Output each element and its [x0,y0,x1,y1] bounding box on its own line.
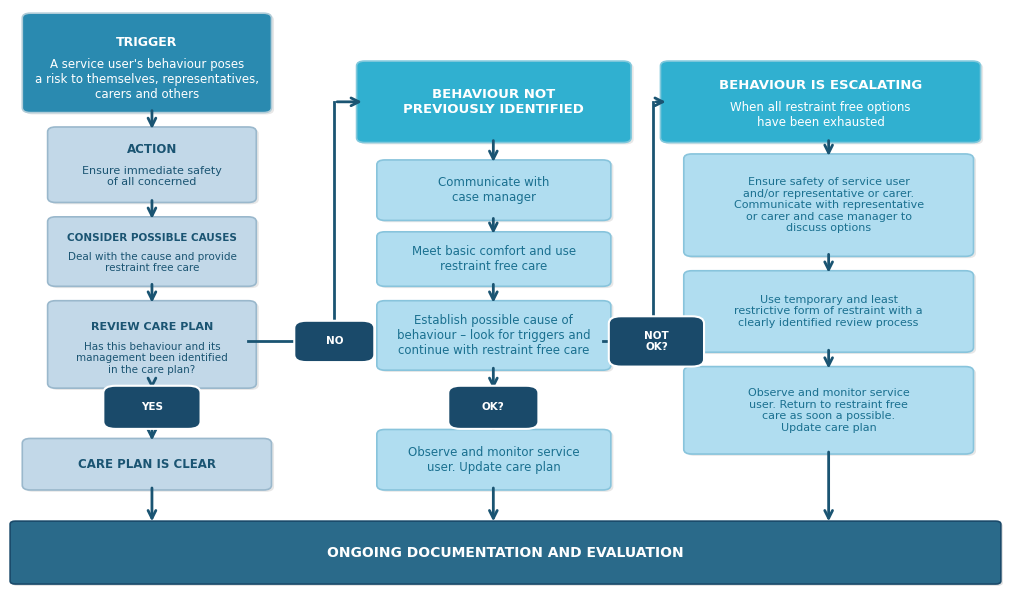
FancyBboxPatch shape [379,234,613,288]
FancyBboxPatch shape [684,367,973,454]
FancyBboxPatch shape [684,271,973,352]
Text: NO: NO [325,337,343,346]
FancyBboxPatch shape [24,15,274,114]
FancyBboxPatch shape [48,127,256,202]
Text: NOT
OK?: NOT OK? [644,331,669,352]
FancyBboxPatch shape [687,156,977,258]
FancyBboxPatch shape [51,302,259,390]
Text: Observe and monitor service
user. Update care plan: Observe and monitor service user. Update… [408,446,579,474]
Text: BEHAVIOUR IS ESCALATING: BEHAVIOUR IS ESCALATING [719,79,922,92]
Text: TRIGGER: TRIGGER [116,36,177,49]
FancyBboxPatch shape [357,61,631,143]
FancyBboxPatch shape [687,368,977,456]
FancyBboxPatch shape [379,302,613,372]
Text: REVIEW CARE PLAN: REVIEW CARE PLAN [91,322,213,331]
Text: CARE PLAN IS CLEAR: CARE PLAN IS CLEAR [78,458,216,471]
FancyBboxPatch shape [48,301,256,388]
FancyBboxPatch shape [294,321,375,362]
FancyBboxPatch shape [51,219,259,288]
FancyBboxPatch shape [379,162,613,222]
FancyBboxPatch shape [103,386,201,429]
FancyBboxPatch shape [22,438,271,490]
FancyBboxPatch shape [379,431,613,492]
Text: A service user's behaviour poses
a risk to themselves, representatives,
carers a: A service user's behaviour poses a risk … [34,58,259,101]
Text: Deal with the cause and provide
restraint free care: Deal with the cause and provide restrain… [68,252,236,273]
FancyBboxPatch shape [660,61,981,143]
Text: OK?: OK? [482,403,504,412]
FancyBboxPatch shape [684,154,973,256]
FancyBboxPatch shape [377,301,611,370]
Text: Observe and monitor service
user. Return to restraint free
care as soon a possib: Observe and monitor service user. Return… [748,388,910,432]
Text: BEHAVIOUR NOT
PREVIOUSLY IDENTIFIED: BEHAVIOUR NOT PREVIOUSLY IDENTIFIED [403,88,585,116]
Text: Ensure immediate safety
of all concerned: Ensure immediate safety of all concerned [82,166,222,187]
Text: Establish possible cause of
behaviour – look for triggers and
continue with rest: Establish possible cause of behaviour – … [397,314,591,357]
Text: YES: YES [141,403,163,412]
Text: Use temporary and least
restrictive form of restraint with a
clearly identified : Use temporary and least restrictive form… [734,295,923,328]
Text: ACTION: ACTION [127,143,177,156]
FancyBboxPatch shape [687,273,977,354]
FancyBboxPatch shape [377,232,611,286]
FancyBboxPatch shape [51,129,259,204]
Text: Communicate with
case manager: Communicate with case manager [439,176,549,204]
FancyBboxPatch shape [609,316,704,367]
Text: Ensure safety of service user
and/or representative or carer.
Communicate with r: Ensure safety of service user and/or rep… [733,177,924,234]
FancyBboxPatch shape [377,429,611,490]
FancyBboxPatch shape [12,523,1003,586]
FancyBboxPatch shape [48,217,256,286]
Text: Has this behaviour and its
management been identified
in the care plan?: Has this behaviour and its management be… [76,342,228,375]
FancyBboxPatch shape [360,63,634,144]
FancyBboxPatch shape [663,63,983,144]
FancyBboxPatch shape [10,521,1001,584]
FancyBboxPatch shape [24,440,274,492]
FancyBboxPatch shape [377,160,611,220]
Text: ONGOING DOCUMENTATION AND EVALUATION: ONGOING DOCUMENTATION AND EVALUATION [327,546,684,559]
FancyBboxPatch shape [22,13,271,113]
Text: Meet basic comfort and use
restraint free care: Meet basic comfort and use restraint fre… [411,245,576,273]
FancyBboxPatch shape [448,386,539,429]
Text: CONSIDER POSSIBLE CAUSES: CONSIDER POSSIBLE CAUSES [67,233,237,243]
Text: When all restraint free options
have been exhausted: When all restraint free options have bee… [730,101,911,129]
